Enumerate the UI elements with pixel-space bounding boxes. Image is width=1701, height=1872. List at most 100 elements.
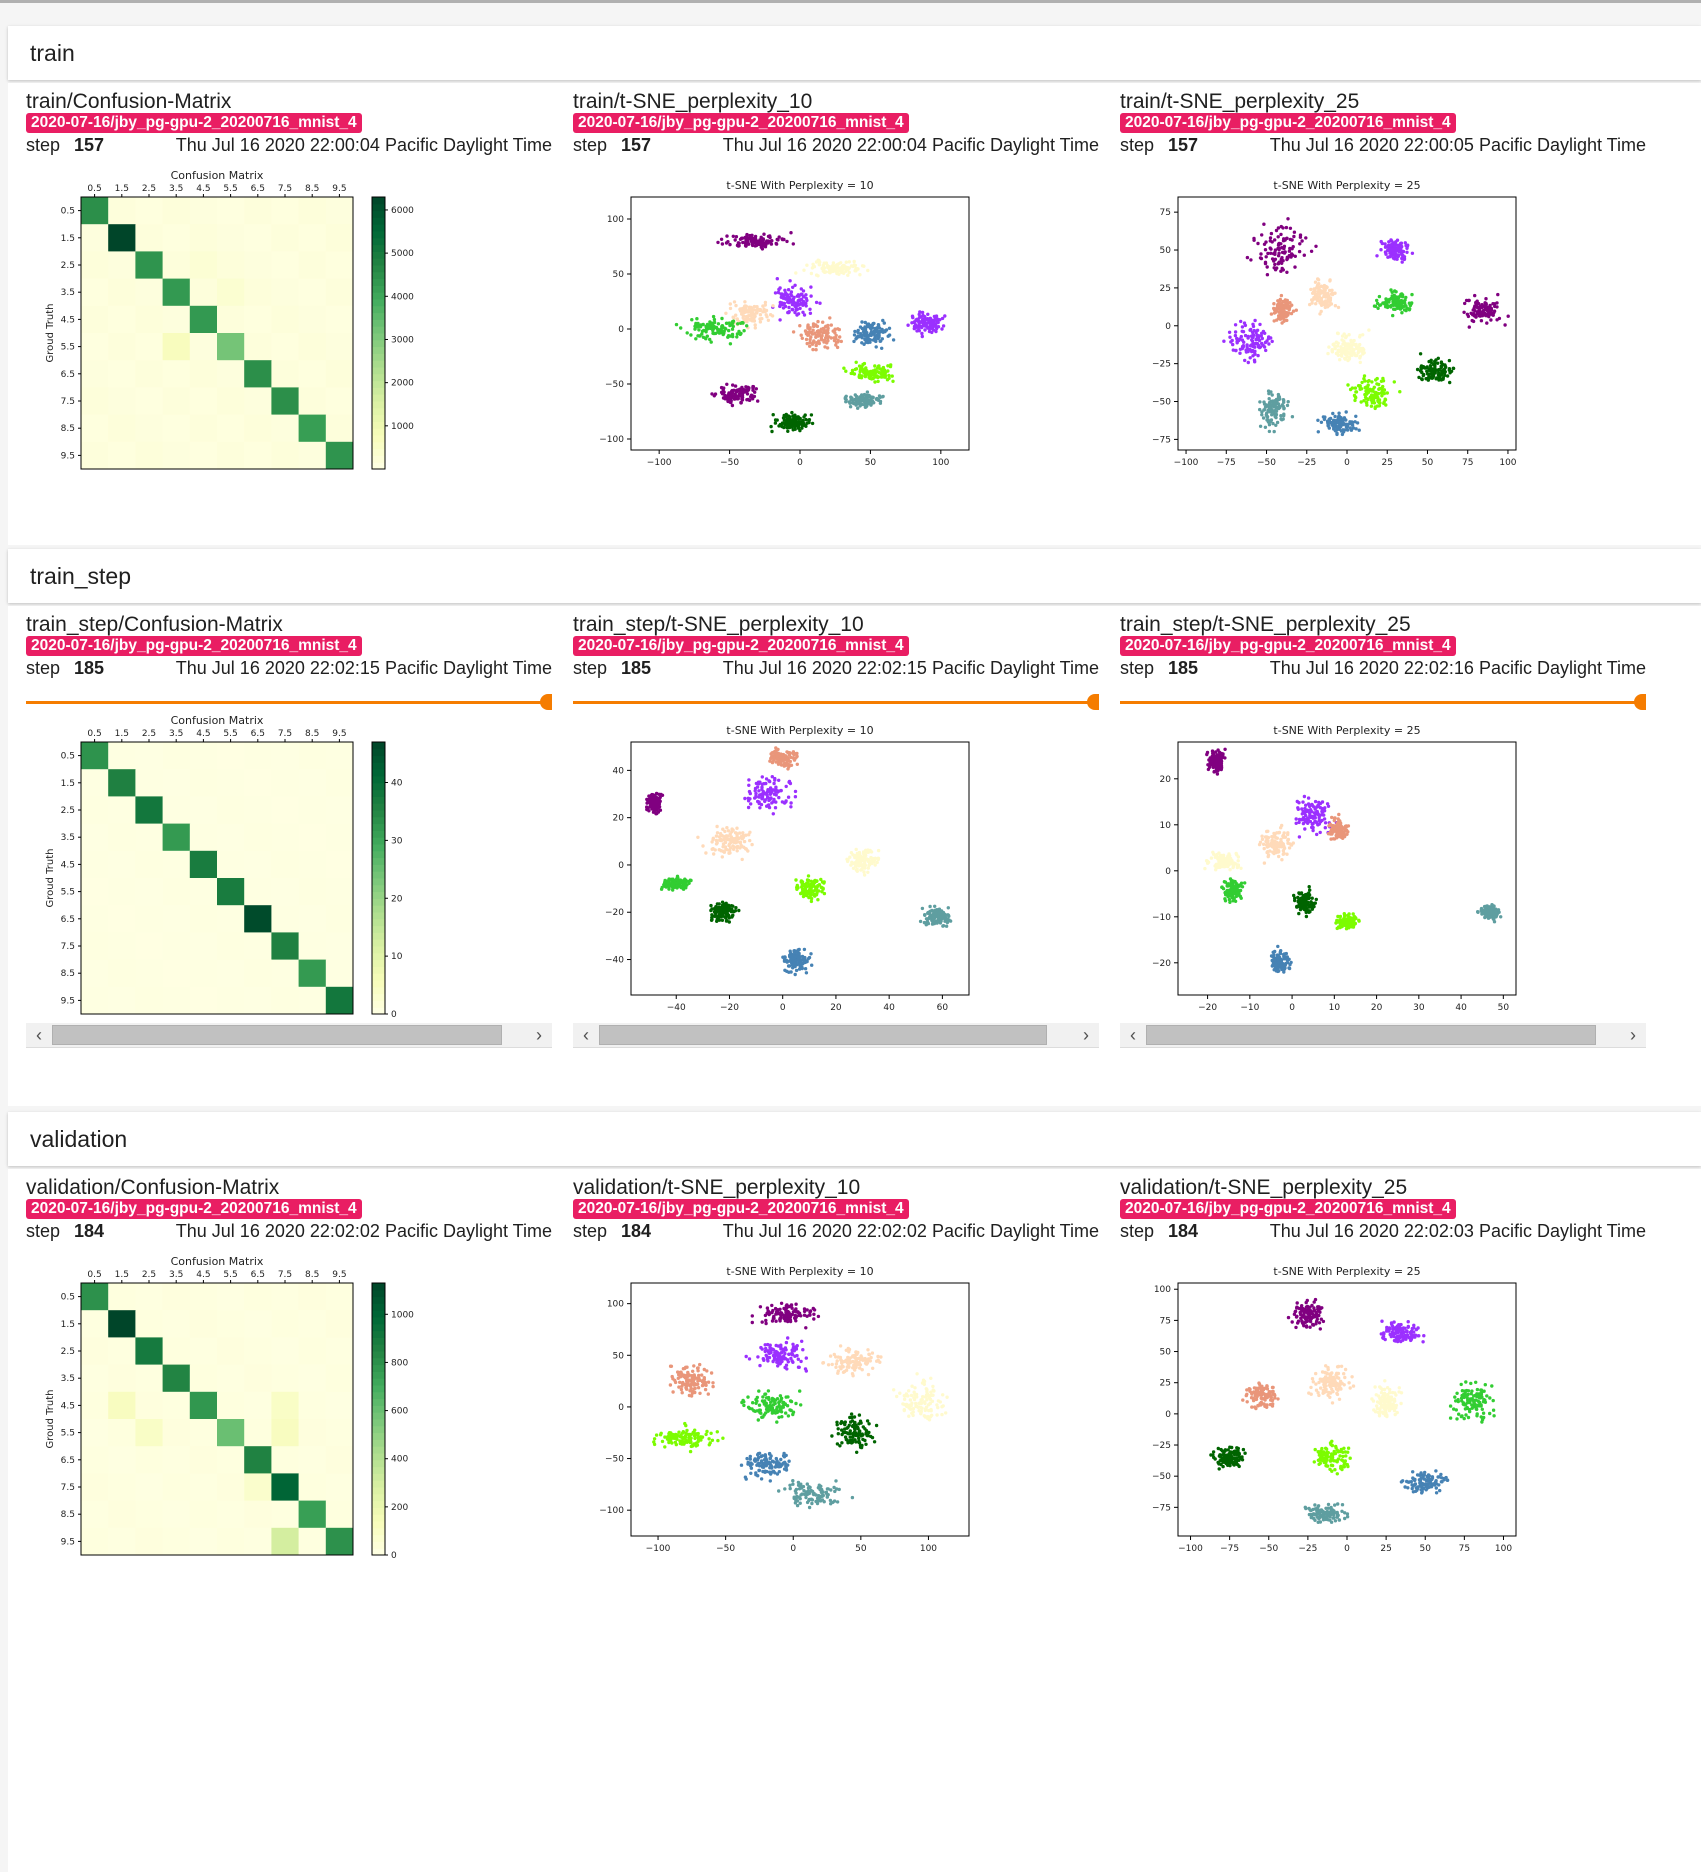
heatmap-cell <box>271 278 300 307</box>
x-tick-label: 0.5 <box>87 729 101 739</box>
scatter-point <box>740 857 744 862</box>
scatter-point <box>1265 265 1269 269</box>
scatter-point <box>1395 238 1400 242</box>
scatter-point <box>711 836 715 840</box>
scatter-point <box>1266 839 1270 843</box>
scatter-cluster <box>1294 794 1339 839</box>
heatmap-cell <box>217 278 245 307</box>
y-tick-label: −50 <box>1152 398 1171 408</box>
x-tick-label: −20 <box>720 1003 739 1013</box>
heatmap-cell <box>325 387 354 416</box>
colorbar-segment <box>372 339 385 348</box>
tsne-plot-image[interactable]: t-SNE With Perplexity = 10 −100 −50 0 50 100−… <box>573 167 1099 473</box>
x-tick-label: 6.5 <box>251 184 265 194</box>
scatter-point <box>1323 415 1327 420</box>
scatter-point <box>734 390 739 394</box>
heatmap-cell <box>162 905 191 933</box>
run-badge: 2020-07-16/jby_pg-gpu-2_20200716_mnist_4 <box>26 636 362 656</box>
scatter-point <box>1373 390 1377 394</box>
scatter-point <box>1226 894 1230 899</box>
scatter-point <box>1242 340 1246 344</box>
scatter-point <box>768 786 773 790</box>
scatter-point <box>725 382 729 386</box>
scatter-point <box>1493 304 1497 309</box>
scatter-point <box>1377 400 1381 405</box>
tsne-plot-image[interactable]: t-SNE With Perplexity = 25 −100 −75 −50 −25 0… <box>1120 167 1646 473</box>
confusion-matrix-image[interactable]: Confusion Matrix 0.5 1.5 2.5 3.5 4.5 5.5 6.5 7.5… <box>26 712 552 1018</box>
scatter-point <box>741 240 745 245</box>
scatter-point <box>767 803 771 807</box>
x-tick-label: 7.5 <box>278 184 292 194</box>
scatter-point <box>717 835 722 839</box>
section-header-train[interactable]: train <box>8 26 1701 80</box>
heatmap-cell <box>81 905 109 933</box>
scatter-point <box>1433 359 1437 364</box>
scatter-point <box>682 881 686 886</box>
scatter-point <box>1335 344 1340 348</box>
y-tick-label: 0.5 <box>61 207 75 217</box>
scatter-point <box>812 892 816 897</box>
scatter-point <box>1315 832 1319 837</box>
scatter-point <box>1479 319 1484 323</box>
heatmap-cell <box>217 986 245 1015</box>
scatter-point <box>786 795 791 799</box>
chevron-left-icon[interactable]: ‹ <box>583 1025 589 1045</box>
scatter-point <box>850 368 855 373</box>
colorbar-segment <box>372 462 385 470</box>
step-slider[interactable] <box>26 693 552 711</box>
scatter-point <box>882 321 886 325</box>
scatter-point <box>809 285 813 289</box>
scatter-point <box>1400 292 1404 296</box>
chevron-right-icon[interactable]: › <box>1083 1025 1089 1045</box>
confusion-matrix-image[interactable]: Confusion Matrix 0.5 1.5 2.5 3.5 4.5 5.5 6.5 7.5… <box>26 167 552 473</box>
scrollbar-thumb[interactable] <box>599 1025 1047 1045</box>
horizontal-scrollbar[interactable]: ‹ › <box>26 1023 552 1048</box>
plot-frame <box>80 196 354 470</box>
x-tick-label: 2.5 <box>142 184 156 194</box>
tsne-plot-image[interactable]: t-SNE With Perplexity = 10 −40 −20 0 20 40 60−… <box>573 712 1099 1018</box>
scatter-point <box>1253 318 1257 323</box>
scatter-point <box>809 896 814 901</box>
slider-thumb[interactable] <box>540 694 552 710</box>
scatter-point <box>719 849 723 853</box>
scatter-point <box>1328 298 1333 302</box>
tsne-plot-image[interactable]: t-SNE With Perplexity = 25 −20 −10 0 10 20 30 4… <box>1120 712 1646 1018</box>
scatter-point <box>760 794 765 799</box>
chevron-left-icon[interactable]: ‹ <box>36 1025 42 1045</box>
heatmap-cell <box>135 441 164 470</box>
scatter-point <box>726 399 730 404</box>
scatter-point <box>929 321 934 326</box>
scatter-point <box>1337 420 1341 424</box>
x-tick-label: 8.5 <box>305 729 319 739</box>
section-header-train-step[interactable]: train_step <box>8 549 1701 603</box>
step-slider[interactable] <box>1120 693 1646 711</box>
heatmap-cell <box>162 414 191 443</box>
heatmap-cell <box>81 197 109 225</box>
scatter-point <box>852 333 857 337</box>
step-label: step <box>26 658 61 678</box>
scatter-point <box>1314 820 1319 825</box>
slider-thumb[interactable] <box>1634 694 1646 710</box>
scatter-point <box>937 916 941 921</box>
horizontal-scrollbar[interactable]: ‹ › <box>573 1023 1099 1048</box>
chevron-right-icon[interactable]: › <box>536 1025 542 1045</box>
heatmap-cell <box>271 959 300 988</box>
scatter-point <box>760 316 764 321</box>
scatter-point <box>729 392 734 396</box>
step-slider[interactable] <box>573 693 1099 711</box>
scatter-point <box>695 317 699 321</box>
colorbar-segment <box>372 326 385 334</box>
scatter-point <box>873 380 877 384</box>
scatter-point <box>795 754 799 759</box>
scatter-point <box>1223 756 1227 760</box>
scatter-point <box>777 424 781 428</box>
scatter-point <box>814 343 818 348</box>
slider-thumb[interactable] <box>1087 694 1099 710</box>
scatter-point <box>824 333 829 338</box>
scatter-point <box>1250 339 1255 343</box>
scatter-point <box>1226 854 1230 858</box>
colorbar-frame <box>371 196 386 470</box>
scatter-point <box>1439 364 1443 369</box>
scrollbar-thumb[interactable] <box>52 1025 502 1045</box>
scatter-point <box>742 389 746 394</box>
